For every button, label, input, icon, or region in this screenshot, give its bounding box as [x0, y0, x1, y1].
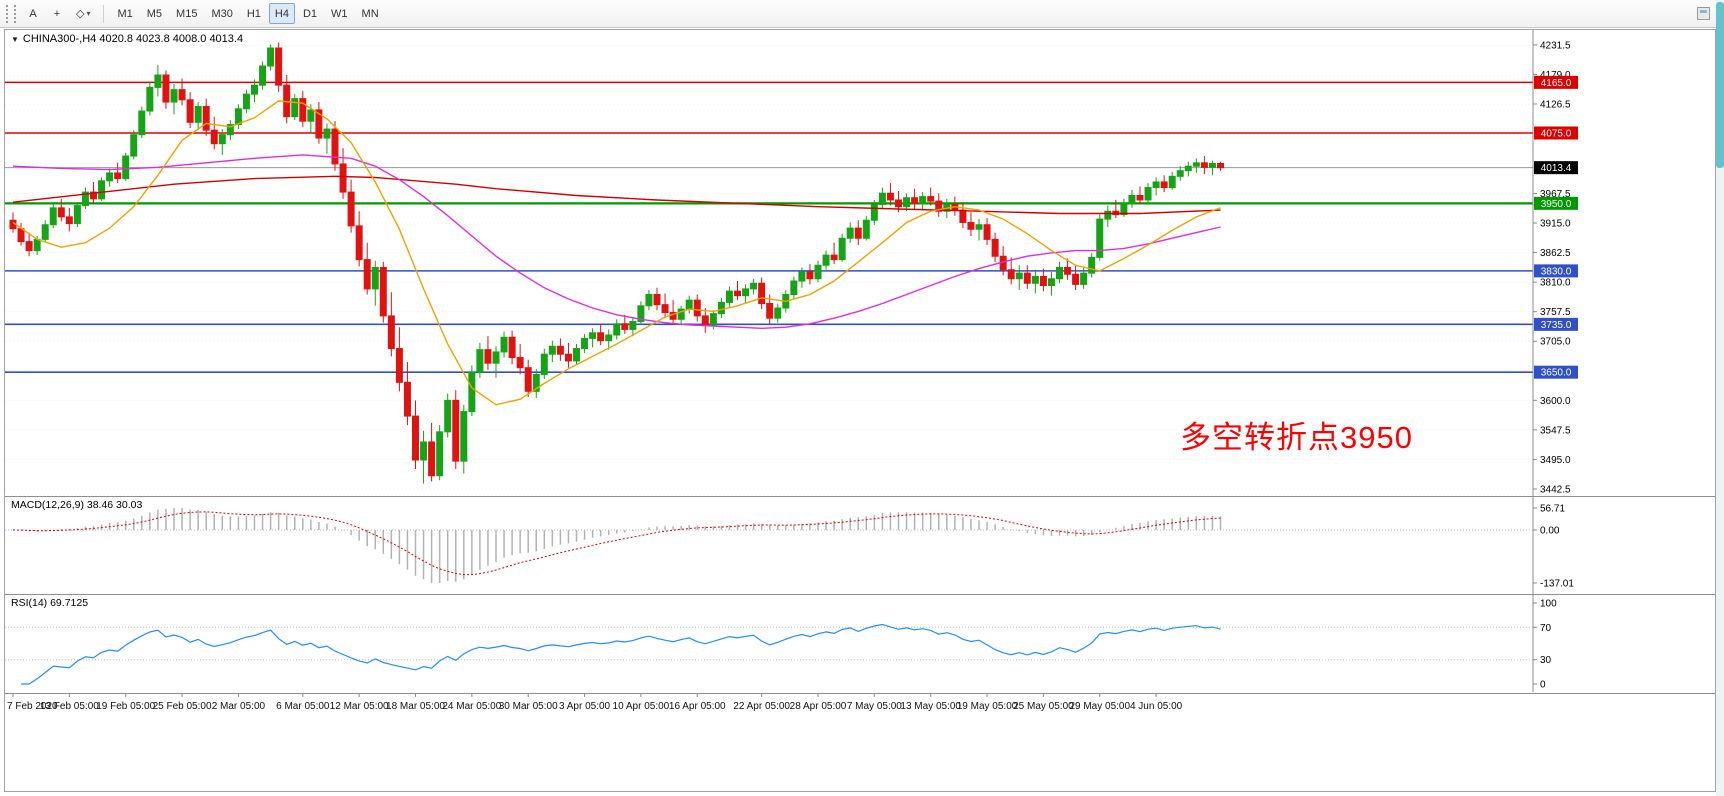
- toolbar-grip[interactable]: [6, 4, 16, 23]
- svg-text:3442.5: 3442.5: [1540, 484, 1571, 495]
- pane-separator[interactable]: [5, 496, 1715, 497]
- text-tool-button[interactable]: A: [22, 3, 44, 24]
- svg-text:19 May 05:00: 19 May 05:00: [957, 701, 1018, 712]
- svg-text:12 Mar 05:00: 12 Mar 05:00: [330, 701, 389, 712]
- svg-text:0: 0: [1540, 680, 1546, 691]
- svg-text:25 May 05:00: 25 May 05:00: [1013, 701, 1074, 712]
- svg-text:4165.0: 4165.0: [1541, 78, 1572, 89]
- svg-text:25 Feb 05:00: 25 Feb 05:00: [153, 701, 212, 712]
- scrollbar-thumb[interactable]: [1716, 2, 1724, 168]
- timeframe-button-h4[interactable]: H4: [268, 3, 295, 24]
- macd-histogram: [20, 508, 1222, 583]
- ma-red-line: [12, 175, 1221, 215]
- shape-icon: ◇: [76, 8, 85, 20]
- svg-text:3705.0: 3705.0: [1540, 337, 1571, 348]
- svg-text:30 Mar 05:00: 30 Mar 05:00: [499, 701, 558, 712]
- macd-header: MACD(12,26,9) 38.46 30.03: [11, 499, 143, 511]
- svg-text:3 Apr 05:00: 3 Apr 05:00: [559, 701, 611, 712]
- svg-text:56.71: 56.71: [1540, 504, 1565, 515]
- chart-window: 4231.5 4179.0 4126.5 3967.5 3915.0 3862.5 3810…: [4, 29, 1716, 792]
- svg-text:0.00: 0.00: [1540, 525, 1560, 536]
- timeframe-button-mn[interactable]: MN: [356, 3, 385, 24]
- svg-text:3547.5: 3547.5: [1540, 425, 1571, 436]
- toolbar-overflow-icon[interactable]: [1697, 7, 1710, 20]
- svg-text:28 Apr 05:00: 28 Apr 05:00: [790, 701, 847, 712]
- svg-text:3967.5: 3967.5: [1540, 189, 1571, 200]
- toolbar-separator: [103, 4, 105, 23]
- chart-annotation-text: 多空转折点3950: [1180, 420, 1413, 455]
- price-axis-badge: [1534, 264, 1578, 278]
- timeframe-button-m1[interactable]: M1: [111, 3, 138, 24]
- svg-text:3950.0: 3950.0: [1541, 199, 1572, 210]
- timeframe-button-m5[interactable]: M5: [141, 3, 168, 24]
- svg-text:10 Apr 05:00: 10 Apr 05:00: [613, 701, 670, 712]
- svg-text:70: 70: [1540, 623, 1552, 634]
- svg-text:30: 30: [1540, 655, 1552, 666]
- symbol-ohlc-header: ▼ CHINA300-,H4 4020.8 4023.8 4008.0 4013…: [11, 33, 243, 45]
- svg-text:3810.0: 3810.0: [1540, 278, 1571, 289]
- svg-text:4231.5: 4231.5: [1540, 40, 1571, 51]
- svg-text:3600.0: 3600.0: [1540, 396, 1571, 407]
- timeframe-button-d1[interactable]: D1: [297, 3, 323, 24]
- svg-text:4 Jun 05:00: 4 Jun 05:00: [1130, 701, 1183, 712]
- rsi-header: RSI(14) 69.7125: [11, 597, 89, 609]
- price-axis-badge: [1534, 75, 1578, 89]
- draw-tools-button[interactable]: ◇ ▾: [70, 3, 96, 24]
- pane-separator[interactable]: [5, 594, 1715, 595]
- rsi-pane-canvas[interactable]: 100 70 30 0: [5, 595, 1715, 692]
- toolbar: A + ◇ ▾ M1 M5 M15 M30 H1 H4 D1 W1 MN: [0, 0, 1724, 28]
- candles-layer: [9, 42, 1224, 484]
- main-chart-canvas[interactable]: 4231.5 4179.0 4126.5 3967.5 3915.0 3862.5 3810…: [5, 30, 1715, 496]
- symbol-collapse-icon[interactable]: ▼: [11, 34, 19, 44]
- svg-text:2 Mar 05:00: 2 Mar 05:00: [212, 701, 266, 712]
- svg-text:7 Feb 2020: 7 Feb 2020: [7, 701, 58, 712]
- timeframe-button-m15[interactable]: M15: [170, 3, 203, 24]
- price-axis-badge: [1534, 365, 1578, 379]
- symbol-ohlc-text: CHINA300-,H4 4020.8 4023.8 4008.0 4013.4: [22, 33, 244, 45]
- svg-text:13 Feb 05:00: 13 Feb 05:00: [40, 701, 99, 712]
- svg-text:19 Feb 05:00: 19 Feb 05:00: [96, 701, 155, 712]
- svg-text:100: 100: [1540, 599, 1557, 610]
- svg-text:4126.5: 4126.5: [1540, 100, 1571, 111]
- svg-text:3862.5: 3862.5: [1540, 248, 1571, 259]
- time-axis[interactable]: 7 Feb 2020 13 Feb 05:00 19 Feb 05:00 25 Feb…: [5, 693, 1715, 719]
- svg-text:16 Apr 05:00: 16 Apr 05:00: [669, 701, 726, 712]
- price-axis-badge: [1534, 126, 1578, 140]
- price-axis-badge: [1534, 161, 1578, 175]
- vertical-scrollbar[interactable]: [1716, 0, 1724, 796]
- svg-text:7 May 05:00: 7 May 05:00: [847, 701, 902, 712]
- price-axis-badge: [1534, 317, 1578, 331]
- svg-text:4075.0: 4075.0: [1541, 128, 1572, 139]
- svg-text:3650.0: 3650.0: [1541, 368, 1572, 379]
- macd-pane-canvas[interactable]: 56.71 0.00 -137.01: [5, 497, 1715, 594]
- ma-magenta-line: [12, 154, 1221, 330]
- rsi-line: [21, 623, 1221, 685]
- svg-text:3915.0: 3915.0: [1540, 219, 1571, 230]
- svg-text:22 Apr 05:00: 22 Apr 05:00: [733, 701, 790, 712]
- timeframe-button-h1[interactable]: H1: [241, 3, 267, 24]
- svg-text:3830.0: 3830.0: [1541, 266, 1572, 277]
- svg-text:4179.0: 4179.0: [1540, 70, 1571, 81]
- macd-signal-line: [12, 511, 1221, 576]
- svg-text:3495.0: 3495.0: [1540, 455, 1571, 466]
- timeframe-button-m30[interactable]: M30: [205, 3, 238, 24]
- ma-orange-line: [12, 100, 1221, 406]
- chevron-down-icon: ▾: [86, 9, 91, 18]
- svg-text:-137.01: -137.01: [1540, 579, 1574, 590]
- svg-text:3735.0: 3735.0: [1541, 320, 1572, 331]
- svg-text:18 Mar 05:00: 18 Mar 05:00: [386, 701, 445, 712]
- svg-text:4013.4: 4013.4: [1541, 163, 1572, 174]
- svg-text:3757.5: 3757.5: [1540, 307, 1571, 318]
- timeframe-button-w1[interactable]: W1: [325, 3, 354, 24]
- crosshair-tool-button[interactable]: +: [46, 3, 68, 24]
- svg-text:6 Mar 05:00: 6 Mar 05:00: [276, 701, 330, 712]
- svg-text:24 Mar 05:00: 24 Mar 05:00: [442, 701, 501, 712]
- price-axis-badge: [1534, 196, 1578, 210]
- svg-text:13 May 05:00: 13 May 05:00: [900, 701, 961, 712]
- svg-text:29 May 05:00: 29 May 05:00: [1069, 701, 1130, 712]
